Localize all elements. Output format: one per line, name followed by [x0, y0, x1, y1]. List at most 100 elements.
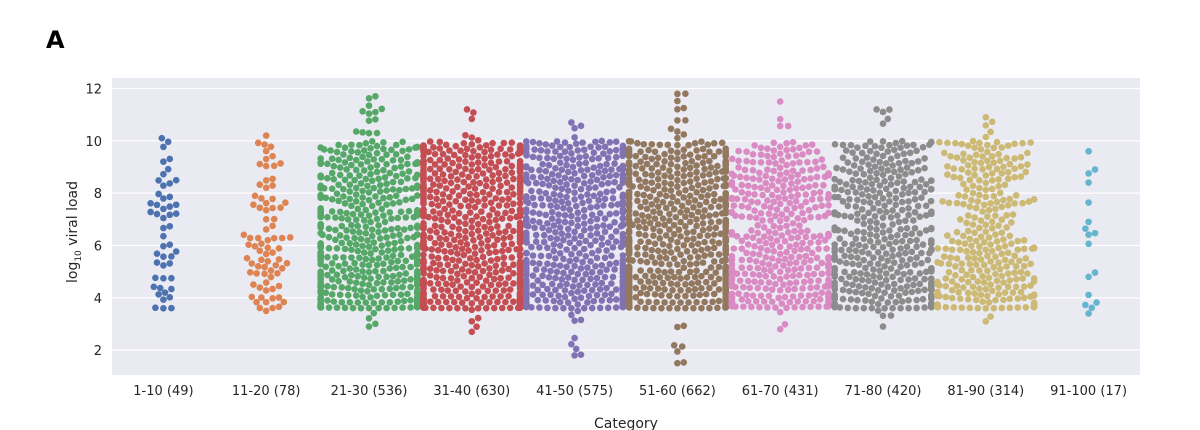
data-point [481, 293, 488, 301]
data-point [928, 300, 935, 307]
data-point [481, 223, 488, 231]
data-point [426, 175, 434, 183]
data-point [332, 214, 339, 221]
data-point [905, 296, 912, 304]
data-point [502, 228, 509, 235]
data-point [479, 215, 487, 223]
data-point [438, 304, 445, 312]
data-point [746, 264, 754, 272]
data-point [160, 296, 167, 303]
data-point [611, 160, 618, 167]
data-point [804, 227, 811, 235]
data-point [918, 176, 925, 183]
data-point [852, 203, 860, 210]
data-point [982, 318, 990, 325]
data-point [846, 273, 853, 281]
data-point [394, 257, 402, 265]
data-point [359, 261, 366, 268]
data-point [438, 241, 445, 248]
data-point [580, 180, 588, 187]
data-point [674, 163, 681, 171]
data-point [1001, 181, 1009, 189]
data-point [473, 279, 480, 286]
data-point [982, 285, 990, 293]
data-point [1085, 291, 1092, 299]
data-point [964, 169, 972, 176]
data-point [998, 169, 1006, 177]
data-point [754, 229, 762, 237]
data-point [757, 292, 765, 300]
data-point [568, 340, 575, 348]
data-point [160, 143, 167, 151]
data-point [346, 239, 354, 247]
data-point [804, 158, 811, 166]
data-point [682, 159, 689, 167]
data-point [516, 219, 524, 227]
data-point [825, 276, 832, 284]
data-point [661, 157, 668, 165]
data-point [984, 213, 991, 221]
data-point [482, 230, 490, 237]
data-point [971, 290, 978, 297]
data-point [985, 163, 993, 171]
data-point [928, 237, 935, 244]
data-point [944, 232, 951, 239]
data-point [625, 227, 633, 234]
data-point [666, 217, 673, 224]
data-point [710, 290, 718, 298]
data-point [760, 203, 768, 210]
data-point [728, 252, 736, 260]
data-point [616, 184, 623, 191]
data-point [608, 290, 615, 298]
data-point [439, 191, 447, 198]
data-point [1014, 237, 1022, 245]
data-point [976, 249, 983, 257]
data-point [765, 261, 773, 268]
data-point [914, 158, 922, 165]
data-point [455, 209, 463, 217]
data-point [995, 244, 1002, 252]
data-point [375, 255, 382, 262]
data-point [632, 284, 640, 292]
data-point [495, 176, 503, 183]
data-point [816, 188, 824, 196]
data-point [153, 259, 161, 266]
data-point [768, 298, 776, 305]
data-point [1008, 258, 1015, 266]
data-point [906, 237, 914, 245]
data-point [579, 276, 586, 284]
data-point [772, 160, 779, 167]
data-point [587, 204, 594, 211]
data-point [783, 146, 790, 154]
data-point [522, 206, 530, 213]
data-point [487, 281, 495, 289]
data-point [847, 253, 855, 261]
data-point [757, 184, 765, 192]
data-point [805, 292, 813, 299]
data-point [988, 218, 996, 226]
data-point [373, 292, 381, 300]
data-point [715, 239, 723, 247]
data-point [852, 304, 860, 312]
data-point [839, 154, 847, 162]
data-point [286, 234, 294, 241]
data-point [921, 155, 928, 162]
data-point [481, 260, 488, 267]
data-point [317, 240, 324, 247]
data-point [770, 147, 778, 154]
data-point [595, 247, 602, 254]
data-point [354, 247, 362, 255]
data-point [577, 265, 585, 272]
data-point [160, 224, 167, 232]
data-point [388, 146, 395, 154]
data-point [550, 261, 558, 269]
data-point [730, 202, 738, 209]
data-point [952, 139, 959, 147]
data-point [561, 174, 569, 182]
data-point [500, 241, 508, 248]
data-point [870, 156, 877, 163]
data-point [995, 176, 1002, 183]
data-point [359, 293, 366, 301]
data-point [436, 261, 444, 268]
data-point [762, 272, 770, 280]
